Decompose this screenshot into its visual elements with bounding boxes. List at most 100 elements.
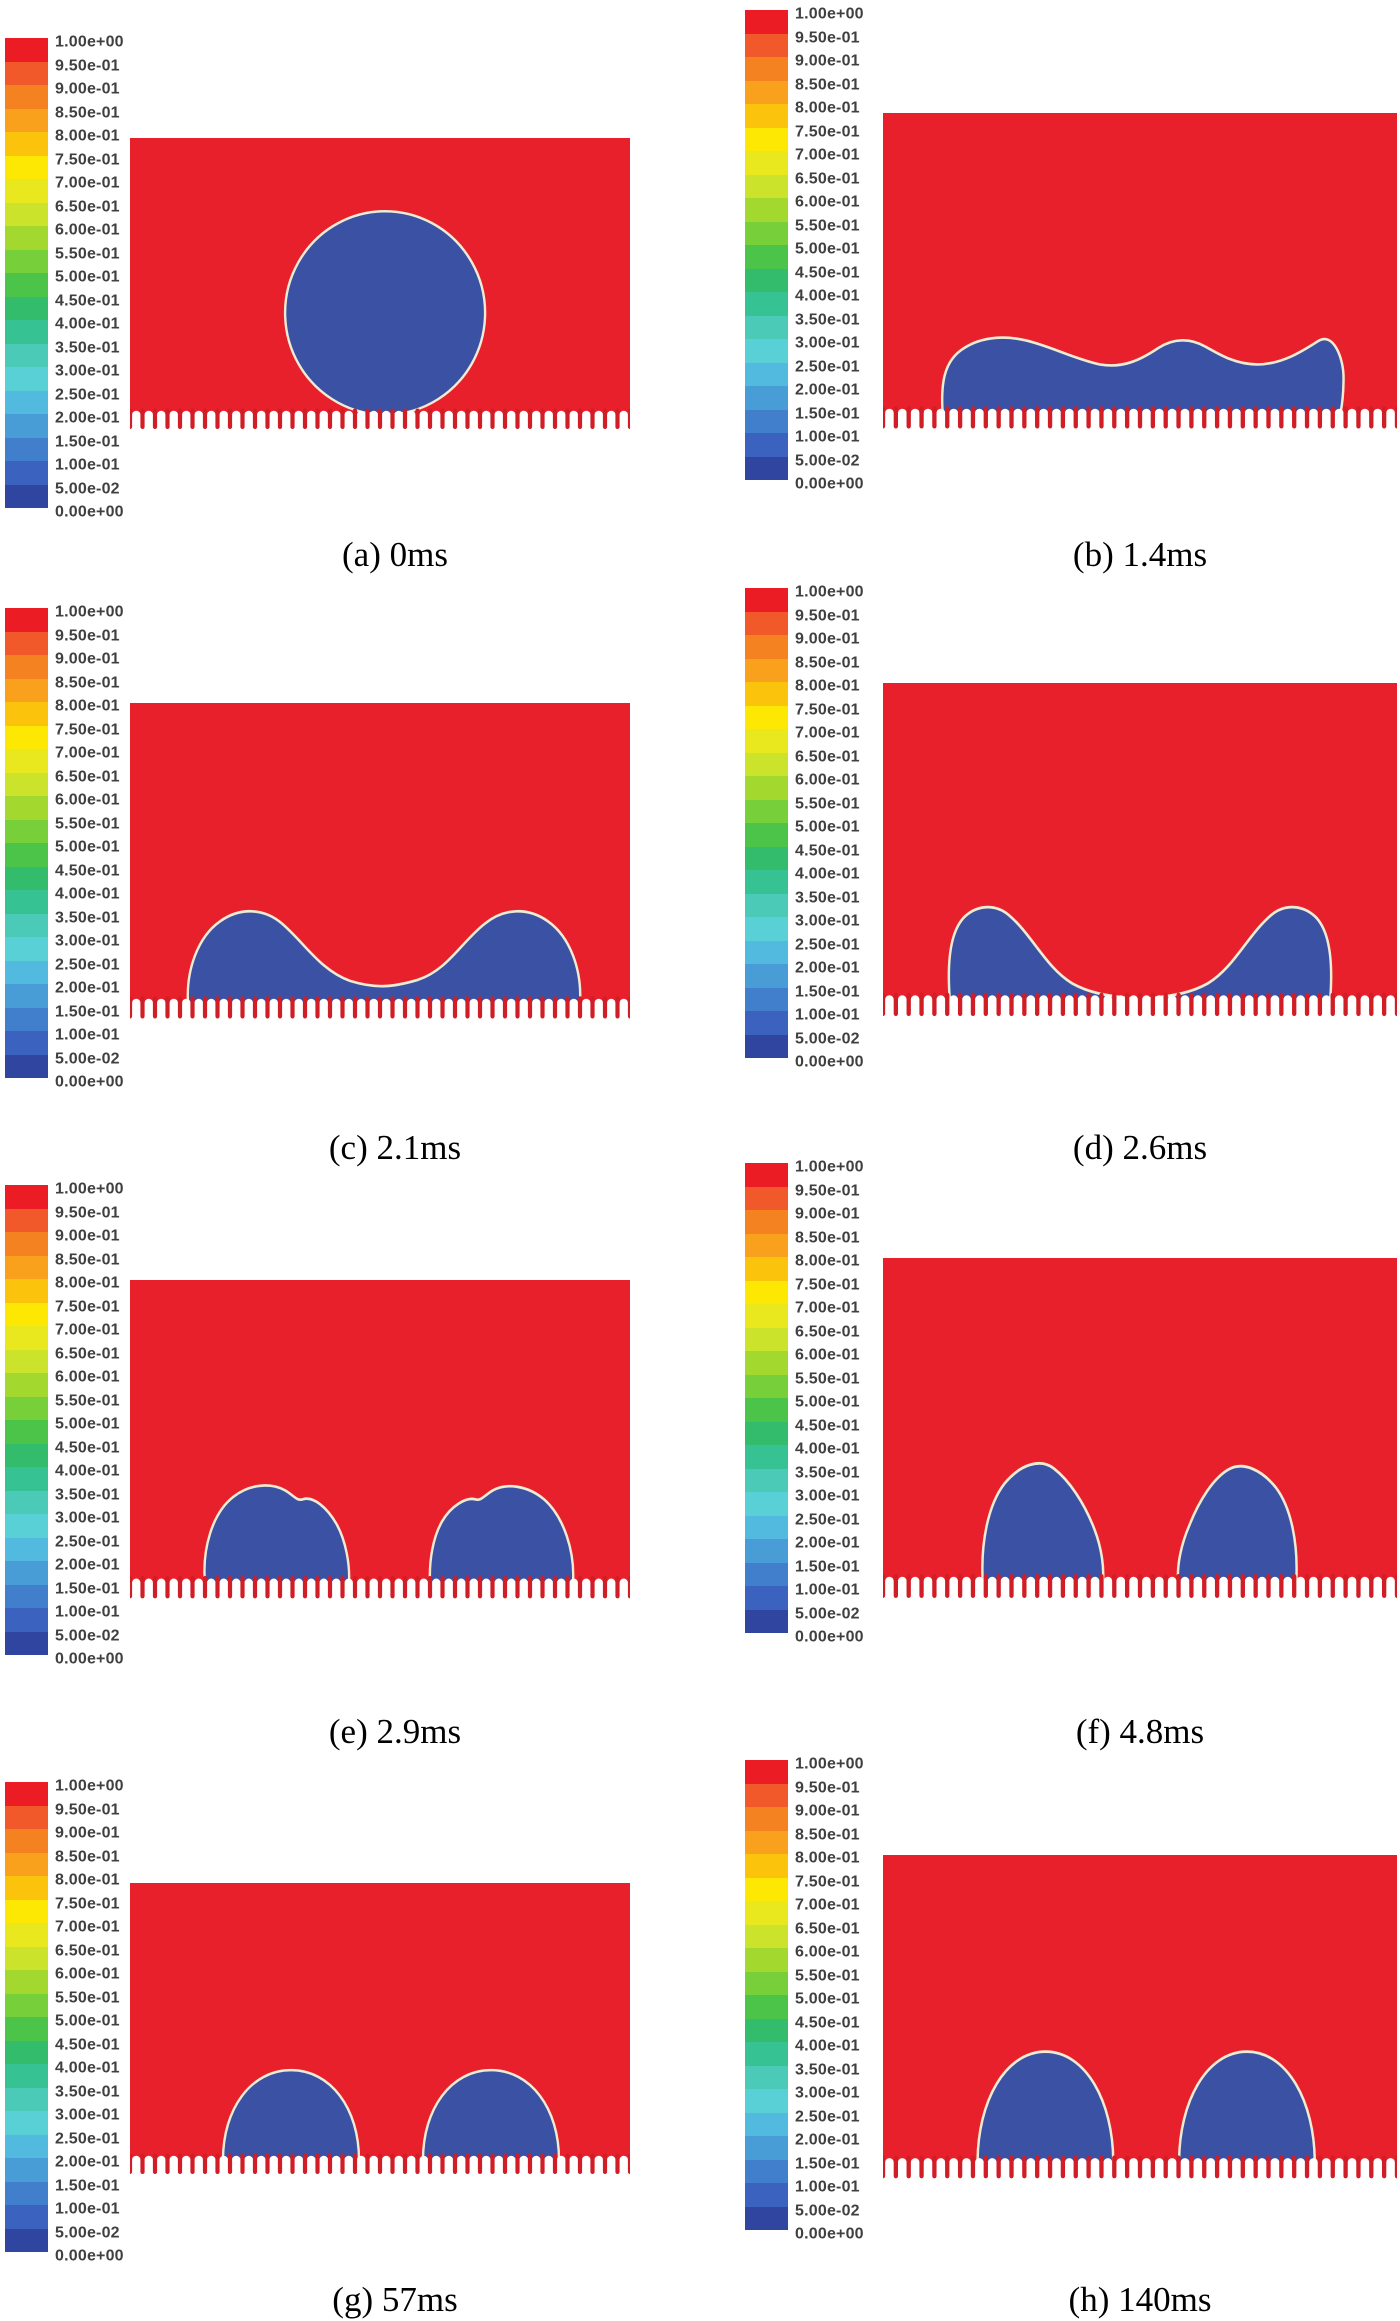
surface-pillar-top [319, 410, 329, 420]
colorbar-tick-label: 2.00e-01 [795, 1534, 860, 1552]
colorbar-band [5, 1993, 48, 2017]
surface-pillar-top [144, 2155, 154, 2165]
colorbar-band [745, 2136, 788, 2160]
contour-svg [883, 113, 1397, 429]
colorbar-tick-label: 4.50e-01 [795, 264, 860, 282]
colorbar-tick-label: 5.00e-01 [795, 1990, 860, 2008]
colorbar-tick-label: 1.50e-01 [55, 2177, 120, 2195]
colorbar-tick-label: 3.50e-01 [55, 1486, 120, 1504]
surface-pillar-top [1231, 2158, 1241, 2169]
surface-pillar-top [581, 2155, 591, 2165]
colorbar-tick-label: 1.00e-01 [55, 1603, 120, 1621]
surface-pillar-top [431, 998, 441, 1009]
colorbar-tick-label: 8.50e-01 [795, 1826, 860, 1844]
colorbar-band [745, 1186, 788, 1210]
colorbar-band [5, 749, 48, 773]
colorbar-band [745, 104, 788, 128]
surface-pillar-top [1180, 2158, 1190, 2169]
colorbar-tick-label: 4.50e-01 [55, 1439, 120, 1457]
colorbar-tick-label: 7.00e-01 [795, 724, 860, 742]
colorbar [745, 10, 788, 480]
colorbar-tick-label: 1.00e-01 [55, 2200, 120, 2218]
colorbar [5, 608, 48, 1078]
colorbar-band [5, 2181, 48, 2205]
surface-pillar-top [181, 1578, 191, 1589]
colorbar-tick-label: 9.00e-01 [795, 52, 860, 70]
droplet-contour [421, 2068, 561, 2161]
surface-pillar-top [194, 1578, 204, 1589]
surface-pillar-top [1373, 408, 1383, 419]
colorbar-tick-label: 1.50e-01 [795, 983, 860, 1001]
colorbar-band [745, 1515, 788, 1539]
surface-pillar-top [219, 1578, 229, 1589]
surface-pillar-top [569, 410, 579, 420]
surface-pillar-top [923, 2158, 933, 2169]
surface-pillar-top [231, 410, 241, 420]
surface-pillar-top [356, 1578, 366, 1589]
colorbar-band [745, 1468, 788, 1492]
surface-pillar-top [974, 995, 984, 1006]
colorbar-labels: 1.00e+00 9.50e-01 9.00e-01 8.50e-01 8.00e-01… [55, 34, 150, 521]
colorbar-band [5, 2205, 48, 2229]
colorbar-band [745, 1374, 788, 1398]
surface-pillar-top [1026, 408, 1036, 419]
colorbar-tick-label: 6.00e-01 [55, 791, 120, 809]
surface-pillar-top [544, 410, 554, 420]
contour-svg [130, 703, 630, 1019]
colorbar-tick-label: 1.00e-01 [55, 1026, 120, 1044]
surface-pillar-top [481, 2155, 491, 2165]
colorbar-band [745, 1562, 788, 1586]
surface-pillar-top [394, 998, 404, 1009]
colorbar-band [5, 273, 48, 297]
colorbar-band [5, 1279, 48, 1303]
surface-pillar-top [606, 410, 616, 420]
colorbar-band [5, 1561, 48, 1585]
colorbar-tick-label: 2.00e-01 [55, 409, 120, 427]
colorbar-band [5, 1829, 48, 1853]
colorbar-tick-label: 4.50e-01 [795, 2014, 860, 2032]
colorbar-band [745, 127, 788, 151]
colorbar-band [745, 151, 788, 175]
colorbar-band [5, 1899, 48, 1923]
surface-pillar-top [169, 2155, 179, 2165]
colorbar-band [5, 1537, 48, 1561]
colorbar-band [745, 1398, 788, 1422]
surface-pillar-top [181, 998, 191, 1009]
colorbar-tick-label: 3.00e-01 [55, 1509, 120, 1527]
surface-pillar-top [581, 410, 591, 420]
surface-pillar-top [494, 2155, 504, 2165]
colorbar-band [745, 870, 788, 894]
surface-pillar-top [256, 998, 266, 1009]
droplet-contour [428, 1484, 575, 1585]
caption-e: (e) 2.9ms [328, 1712, 462, 1751]
colorbar-band [5, 1805, 48, 1829]
surface-pillar-top [269, 998, 279, 1009]
colorbar-tick-label: 5.00e-01 [55, 2012, 120, 2030]
colorbar-band [5, 1608, 48, 1632]
colorbar-tick-label: 7.00e-01 [795, 1896, 860, 1914]
colorbar-tick-label: 0.00e+00 [55, 1650, 124, 1668]
colorbar-tick-label: 3.00e-01 [55, 2106, 120, 2124]
surface-pillar-top [494, 410, 504, 420]
surface-pillar-top [406, 998, 416, 1009]
colorbar-tick-label: 2.00e-01 [795, 2131, 860, 2149]
contour-svg [883, 683, 1397, 1017]
colorbar-tick-label: 9.00e-01 [55, 1227, 120, 1245]
colorbar-tick-label: 5.00e-02 [55, 2224, 120, 2242]
contour-plot-g [130, 1883, 630, 2180]
colorbar-band [5, 1302, 48, 1326]
surface-pillar-top [419, 998, 429, 1009]
colorbar-band [5, 1584, 48, 1608]
colorbar-band [745, 964, 788, 988]
colorbar-tick-label: 5.00e-01 [795, 818, 860, 836]
surface-pillar-top [244, 1578, 254, 1589]
surface-pillar-top [1296, 995, 1306, 1006]
colorbar-band [5, 1631, 48, 1655]
surface-pillar-top [594, 998, 604, 1009]
colorbar-tick-label: 5.00e-01 [55, 268, 120, 286]
colorbar-tick-label: 1.00e-01 [795, 1581, 860, 1599]
surface-pillar-top [1026, 1576, 1036, 1588]
surface-pillar-top [884, 2158, 894, 2169]
colorbar-band [5, 725, 48, 749]
colorbar-tick-label: 6.50e-01 [795, 1323, 860, 1341]
